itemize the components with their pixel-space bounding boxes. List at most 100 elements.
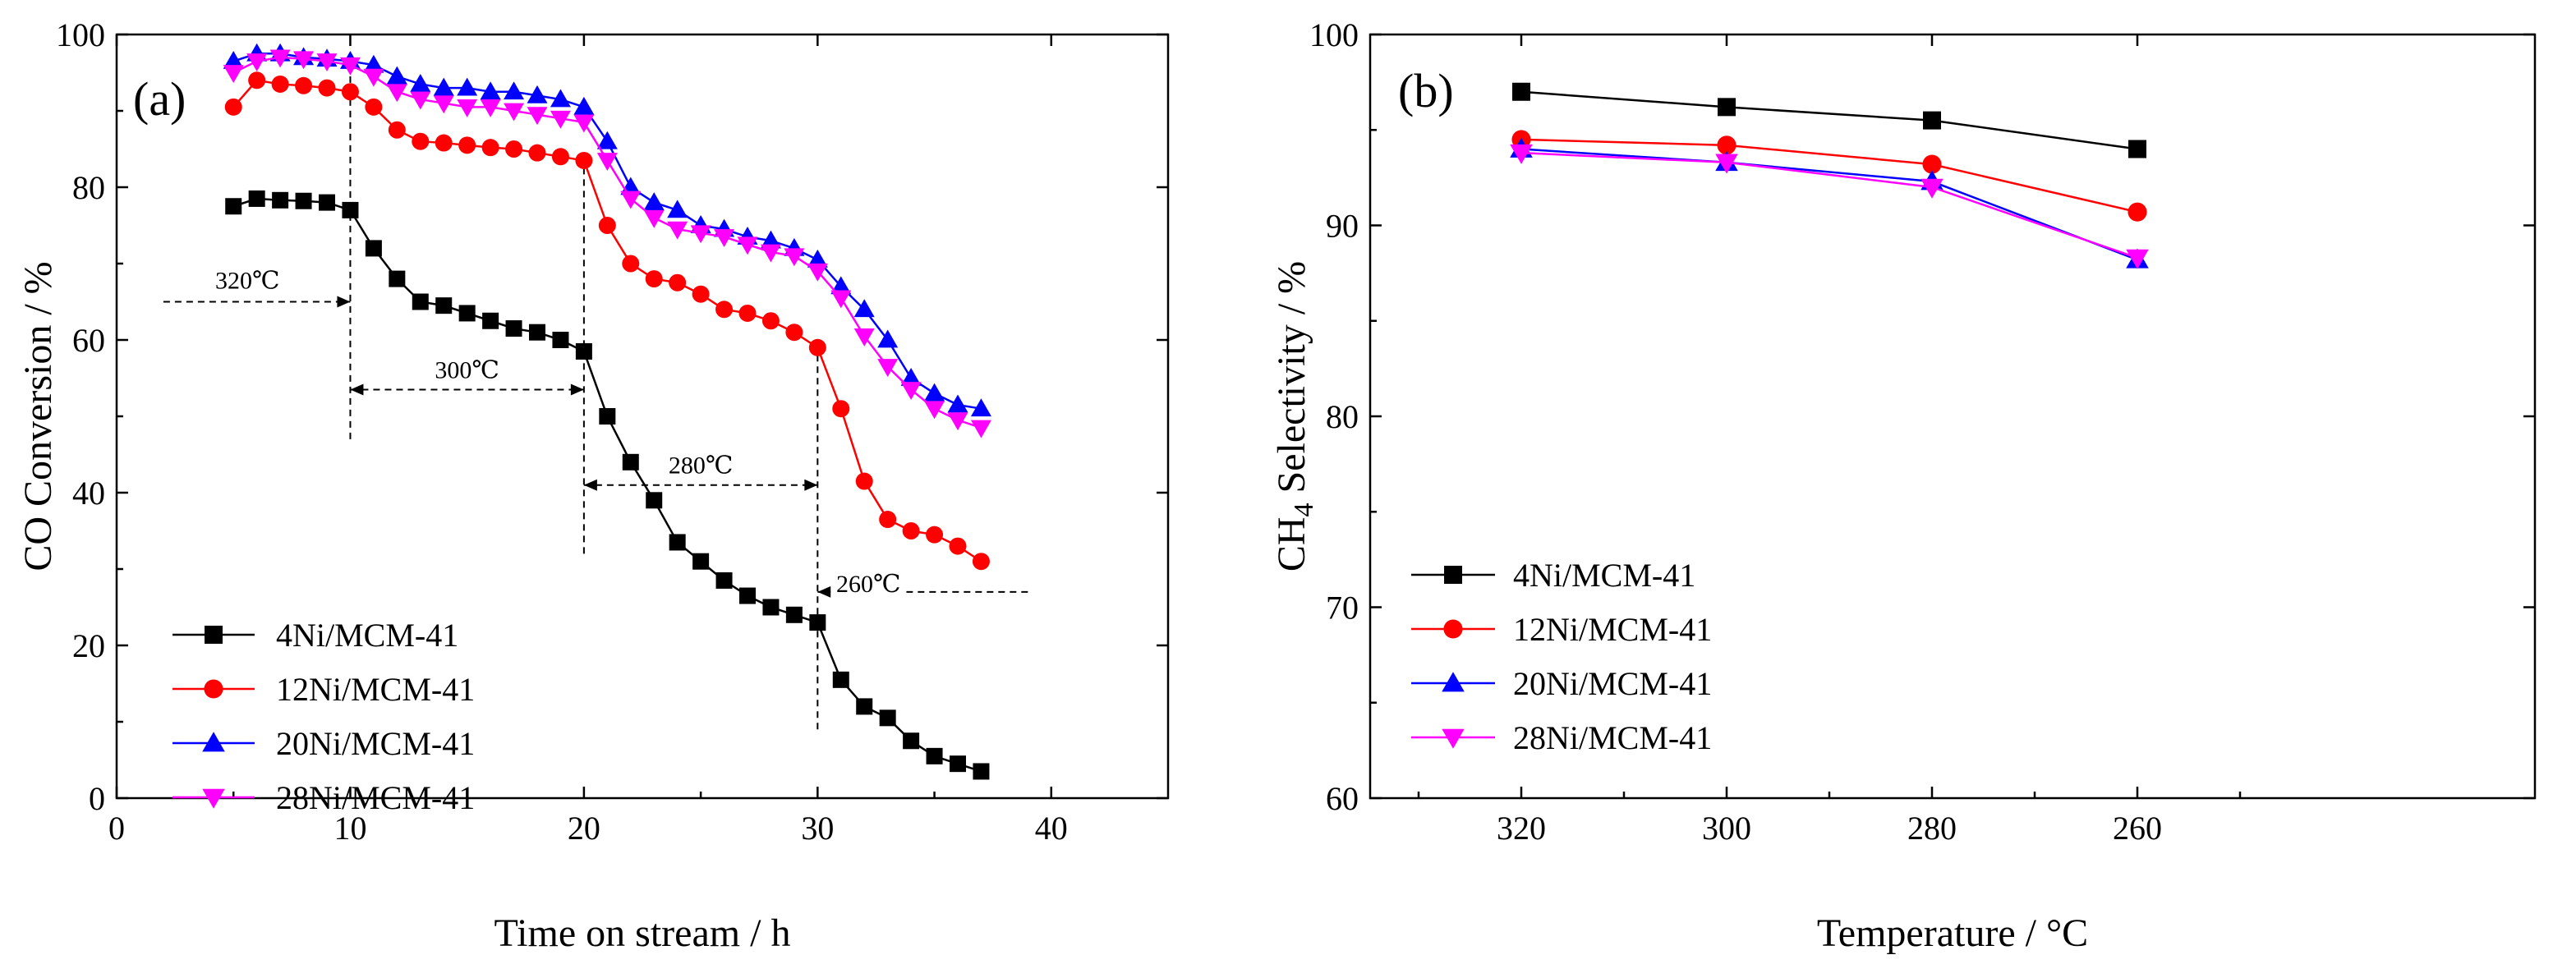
- chart-a-data-point: [505, 320, 522, 337]
- chart-a-series-4ni-mcm-41: [225, 190, 990, 780]
- chart-a-data-point: [596, 131, 618, 149]
- chart-a-data-point: [246, 53, 268, 72]
- chart-a-data-point: [482, 312, 499, 329]
- chart-b-data-point: [2128, 202, 2147, 222]
- chart-a-data-point: [926, 747, 943, 764]
- chart-a-data-point: [271, 75, 289, 93]
- chart-b-legend: 4Ni/MCM-41 12Ni/MCM-41 20Ni/MCM-41 28Ni/MCM…: [1411, 557, 1712, 756]
- chart-a-x-tick-label: 20: [568, 810, 600, 847]
- chart-a-frame: [115, 33, 1170, 800]
- chart-a-data-point: [223, 51, 244, 69]
- chart-a-data-point: [295, 192, 312, 209]
- chart-a-data-point: [552, 332, 569, 348]
- chart-a-data-point: [622, 255, 640, 273]
- chart-b-data-point: [1718, 98, 1736, 117]
- chart-a-data-point: [458, 305, 476, 322]
- chart-b-data-point: [1923, 111, 1941, 130]
- chart-b-data-point: [1512, 82, 1530, 101]
- chart-a-y-tick-label: 40: [72, 475, 105, 512]
- chart-a-annotation-label: 260℃: [836, 571, 901, 598]
- chart-a-data-point: [785, 324, 803, 342]
- chart-b-series-12ni-mcm-41: [1511, 130, 2147, 222]
- chart-a-y-tick-label: 60: [72, 322, 105, 359]
- chart-b-legend-label: 20Ni/MCM-41: [1513, 665, 1712, 702]
- chart-a-annotation-label: 320℃: [215, 268, 280, 295]
- chart-b-x-tick-label: 260: [2113, 810, 2162, 847]
- chart-a-legend-marker: [205, 626, 223, 644]
- chart-b-y-tick-label: 70: [1326, 590, 1359, 627]
- chart-a-series-line: [232, 56, 982, 429]
- chart-a-data-point: [950, 755, 966, 773]
- chart-a-legend: 4Ni/MCM-41 12Ni/MCM-41 20Ni/MCM-41 28Ni/MCM…: [172, 617, 475, 816]
- chart-b-data-point: [2128, 140, 2146, 158]
- chart-a-data-point: [596, 153, 618, 171]
- chart-a-data-point: [785, 606, 803, 623]
- chart-a-data-point: [550, 89, 571, 108]
- chart-a-data-point: [316, 53, 338, 72]
- chart-a-data-point: [902, 522, 920, 539]
- chart-a-data-point: [433, 95, 454, 114]
- chart-a-x-tick-label: 10: [334, 810, 366, 847]
- chart-a-data-point: [807, 263, 828, 282]
- chart-a-annotations: 320℃ 300℃ 280℃ 260℃: [163, 65, 1028, 730]
- chart-b-legend-label: 4Ni/MCM-41: [1513, 557, 1695, 594]
- chart-a-legend-marker: [202, 732, 225, 752]
- chart-a-data-point: [970, 398, 991, 417]
- chart-b: (b) Temperature / °C CH4 Selectivity / %…: [1270, 16, 2537, 955]
- chart-a-y-axis-title: CO Conversion / %: [16, 261, 60, 571]
- chart-a-data-point: [853, 299, 875, 318]
- chart-a-data-point: [692, 285, 710, 303]
- chart-a-data-point: [784, 248, 805, 267]
- chart-a-data-point: [481, 139, 499, 157]
- chart-a-data-point: [830, 290, 852, 309]
- chart-a-data-point: [877, 329, 899, 348]
- chart-b-ticks: 320 300 280 260 60 70 80 90 100: [1309, 16, 2535, 847]
- chart-a-data-point: [643, 192, 665, 210]
- chart-a-series: [223, 43, 991, 780]
- chart-a-y-tick-label: 80: [72, 169, 105, 206]
- chart-a-data-point: [737, 236, 758, 255]
- chart-a-data-point: [573, 114, 595, 133]
- chart-a-data-point: [248, 190, 265, 207]
- chart-a-data-point: [715, 301, 734, 319]
- chart-a-data-point: [363, 68, 384, 87]
- chart-b-x-tick-label: 280: [1907, 810, 1957, 847]
- chart-a-data-point: [598, 217, 616, 234]
- chart-a-data-point: [924, 401, 945, 420]
- chart-a-data-point: [386, 66, 407, 85]
- chart-a-data-point: [504, 103, 525, 122]
- chart-a-data-point: [877, 359, 899, 378]
- chart-a-data-point: [410, 73, 431, 92]
- chart-a-legend-marker: [202, 788, 225, 809]
- chart-a-data-point: [808, 338, 826, 356]
- chart-b-y-axis-title-suffix: Selectivity / %: [1270, 261, 1313, 503]
- chart-a-annotation-arrow-head: [350, 383, 364, 396]
- chart-a-data-point: [342, 201, 359, 218]
- chart-b-legend-marker: [1442, 728, 1465, 749]
- chart-a-data-point: [458, 136, 476, 154]
- chart-b-y-axis-title: CH4 Selectivity / %: [1270, 261, 1319, 572]
- chart-a-data-point: [363, 54, 384, 73]
- chart-a-data-point: [832, 671, 849, 688]
- chart-b-series-line: [1520, 151, 2138, 259]
- chart-a-data-point: [224, 98, 242, 116]
- chart-b-data-point: [1715, 154, 1738, 174]
- chart-a-data-point: [739, 587, 756, 604]
- chart-a-data-point: [412, 132, 430, 150]
- chart-a-data-point: [622, 453, 639, 471]
- chart-a-data-point: [970, 420, 991, 438]
- chart-a-annotation-arrow-head: [583, 479, 597, 491]
- chart-b-series: [1510, 82, 2149, 269]
- chart-a-annotation-arrow-head: [804, 479, 818, 491]
- chart-a-annotation-arrow-head: [817, 585, 831, 598]
- chart-a-data-point: [339, 57, 361, 76]
- chart-a-data-point: [714, 229, 735, 247]
- chart-b-data-point: [1717, 135, 1736, 155]
- chart-b-series-line: [1520, 148, 2138, 261]
- chart-a-data-point: [715, 572, 733, 589]
- chart-a-data-point: [269, 49, 291, 68]
- chart-b-data-point: [1510, 144, 1533, 164]
- chart-a-data-point: [900, 382, 922, 400]
- chart-a-data-point: [761, 312, 780, 330]
- chart-a-data-point: [690, 225, 711, 244]
